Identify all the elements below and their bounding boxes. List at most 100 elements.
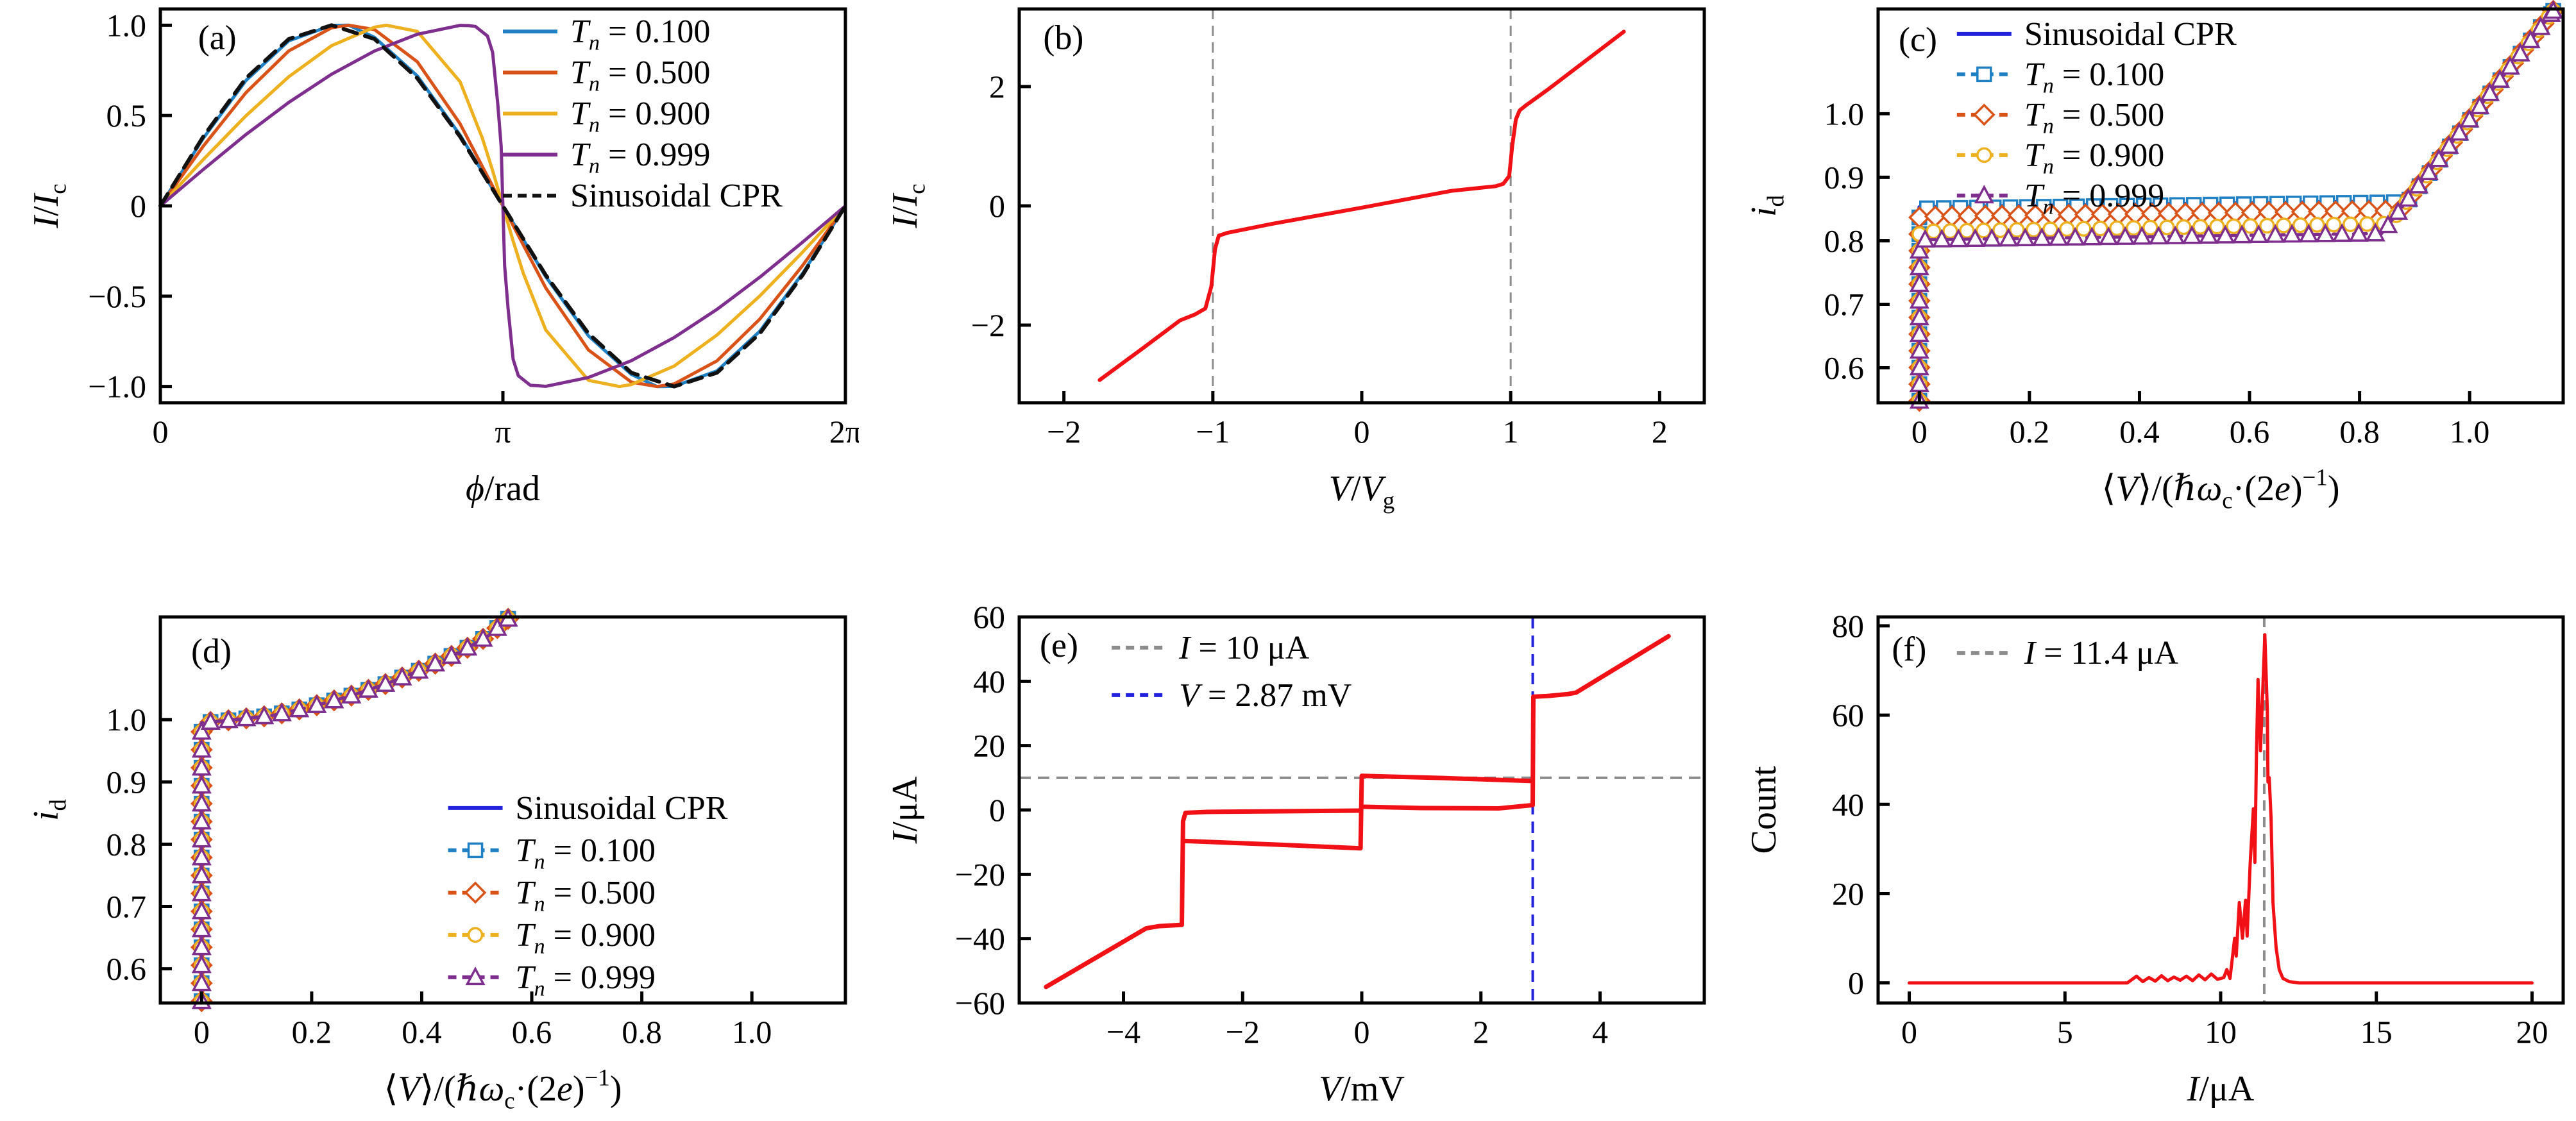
svg-text:20: 20: [1832, 875, 1864, 911]
panel-letter: (e): [1040, 626, 1078, 664]
svg-text:−20: −20: [955, 856, 1005, 892]
svg-text:0.8: 0.8: [2339, 414, 2380, 450]
svg-text:0: 0: [1354, 414, 1370, 450]
svg-text:⟨V⟩/(ℏωc·(2e)−1): ⟨V⟩/(ℏωc·(2e)−1): [2102, 464, 2340, 513]
panel-b-chart: −2 −1 0 1 2 −2 0 2 V/Vg I/Ic (b): [885, 7, 1706, 513]
axes: 0 π 2π −1.0 −0.5 0 0.5 1.0 ϕ/rad I/Ic: [26, 7, 859, 509]
legend: I = 10 μA V = 2.87 mV: [1112, 630, 1352, 714]
svg-text:0.6: 0.6: [106, 951, 147, 987]
svg-text:5: 5: [2057, 1014, 2073, 1050]
svg-text:Tn = 0.500: Tn = 0.500: [516, 875, 656, 916]
svg-text:0.5: 0.5: [106, 97, 147, 133]
series: [1097, 30, 1626, 382]
svg-text:0: 0: [153, 414, 169, 450]
series: [1908, 633, 2534, 985]
svg-text:1.0: 1.0: [2450, 414, 2490, 450]
svg-text:0.9: 0.9: [106, 764, 147, 800]
svg-text:0: 0: [1354, 1014, 1370, 1050]
svg-text:2: 2: [1652, 414, 1668, 450]
series-tn-0-999: [158, 24, 847, 388]
svg-text:4: 4: [1592, 1014, 1608, 1050]
svg-text:0.6: 0.6: [1824, 350, 1865, 386]
svg-text:0.6: 0.6: [2230, 414, 2270, 450]
plot-frame: [158, 615, 847, 1005]
svg-text:0.9: 0.9: [1824, 159, 1865, 195]
axes: 0 0.2 0.4 0.6 0.8 1.0 0.6 0.7 0.8 0.9 1.0 ⟨V⟩/(ℏωc·…: [1744, 96, 2489, 513]
panel-c-chart: 0 0.2 0.4 0.6 0.8 1.0 0.6 0.7 0.8 0.9 1.0 ⟨V⟩/(ℏωc·…: [1744, 0, 2565, 513]
svg-text:−0.5: −0.5: [88, 278, 146, 314]
svg-text:−1.0: −1.0: [88, 369, 146, 405]
svg-text:20: 20: [2516, 1014, 2548, 1050]
svg-text:Tn = 0.999: Tn = 0.999: [516, 959, 656, 1000]
svg-text:V = 2.87 mV: V = 2.87 mV: [1179, 677, 1352, 714]
series-switching-histogram: [1908, 633, 2534, 985]
svg-text:−2: −2: [1226, 1014, 1260, 1050]
series: [191, 607, 520, 1013]
svg-text:0.7: 0.7: [1824, 287, 1865, 323]
svg-text:(f): (f): [1892, 630, 1926, 668]
svg-text:Tn = 0.100: Tn = 0.100: [570, 13, 710, 55]
svg-text:Tn = 0.100: Tn = 0.100: [516, 832, 656, 873]
series-iv-curve: [1097, 30, 1626, 382]
svg-text:Tn = 0.500: Tn = 0.500: [570, 55, 710, 96]
svg-text:2: 2: [1473, 1014, 1489, 1050]
series: [1908, 0, 2564, 412]
svg-text:Tn = 0.900: Tn = 0.900: [2024, 137, 2164, 178]
panel-d-chart: 0 0.2 0.4 0.6 0.8 1.0 0.6 0.7 0.8 0.9 1.0 ⟨V⟩/(ℏωc·…: [26, 607, 847, 1113]
svg-text:2: 2: [989, 69, 1005, 105]
svg-text:Tn = 0.999: Tn = 0.999: [570, 137, 710, 178]
svg-text:0: 0: [1848, 965, 1864, 1001]
legend: I = 11.4 μA: [1956, 635, 2179, 671]
panel-letter: (b): [1043, 18, 1083, 56]
svg-text:−2: −2: [1047, 414, 1081, 450]
svg-text:1: 1: [1503, 414, 1519, 450]
svg-text:20: 20: [973, 728, 1005, 764]
svg-text:I/μA: I/μA: [2187, 1069, 2255, 1109]
svg-text:60: 60: [973, 599, 1005, 635]
svg-text:1.0: 1.0: [106, 702, 147, 738]
svg-text:0.7: 0.7: [106, 889, 147, 925]
svg-text:Sinusoidal CPR: Sinusoidal CPR: [516, 790, 728, 827]
axes: 0 0.2 0.4 0.6 0.8 1.0 0.6 0.7 0.8 0.9 1.0 ⟨V⟩/(ℏωc·…: [26, 702, 772, 1113]
panel-a: 0 π 2π −1.0 −0.5 0 0.5 1.0 ϕ/rad I/Ic (a) Tn = 0.10…: [0, 0, 859, 560]
series: [1044, 634, 1671, 990]
svg-text:40: 40: [973, 663, 1005, 699]
panel-letter: (c): [1899, 20, 1937, 58]
svg-text:Tn = 0.900: Tn = 0.900: [516, 917, 656, 958]
svg-text:0: 0: [130, 188, 146, 224]
svg-text:1.0: 1.0: [106, 7, 147, 43]
svg-text:Sinusoidal CPR: Sinusoidal CPR: [2024, 16, 2237, 53]
svg-text:0: 0: [989, 188, 1005, 224]
series-tn-0-999: [191, 608, 518, 1009]
svg-text:0: 0: [989, 792, 1005, 828]
series-tn-0-999: [1909, 0, 2564, 409]
panel-a-chart: 0 π 2π −1.0 −0.5 0 0.5 1.0 ϕ/rad I/Ic (a) Tn = 0.10…: [26, 7, 859, 509]
svg-text:Sinusoidal CPR: Sinusoidal CPR: [570, 178, 783, 214]
series-iv-down-left-arm: [1044, 808, 1361, 990]
svg-text:Count: Count: [1744, 766, 1784, 854]
svg-text:1.0: 1.0: [732, 1014, 772, 1050]
svg-text:V/Vg: V/Vg: [1329, 469, 1394, 513]
panel-f-chart: 0 5 10 15 20 0 20 40 60 80 I/μA Count (f) I = 11.4 μA: [1744, 608, 2565, 1109]
svg-text:−4: −4: [1106, 1014, 1140, 1050]
panel-b: −2 −1 0 1 2 −2 0 2 V/Vg I/Ic (b): [859, 0, 1718, 560]
svg-text:10: 10: [2205, 1014, 2237, 1050]
svg-text:2π: 2π: [829, 414, 859, 450]
series-supercurrent-branch: [1358, 773, 1535, 851]
series: [158, 23, 847, 389]
svg-text:60: 60: [1832, 697, 1864, 733]
svg-text:(c): (c): [1899, 20, 1937, 58]
svg-text:I/Ic: I/Ic: [885, 183, 929, 228]
svg-text:0.4: 0.4: [2119, 414, 2160, 450]
svg-text:I/μA: I/μA: [885, 776, 925, 844]
panel-letter: (d): [191, 632, 232, 670]
svg-text:0.8: 0.8: [106, 826, 147, 862]
svg-text:π: π: [495, 414, 511, 450]
svg-text:I = 11.4 μA: I = 11.4 μA: [2024, 635, 2179, 671]
panel-c: 0 0.2 0.4 0.6 0.8 1.0 0.6 0.7 0.8 0.9 1.0 ⟨V⟩/(ℏωc·…: [1718, 0, 2576, 560]
series-sinusoidal-cpr: [199, 616, 511, 1004]
